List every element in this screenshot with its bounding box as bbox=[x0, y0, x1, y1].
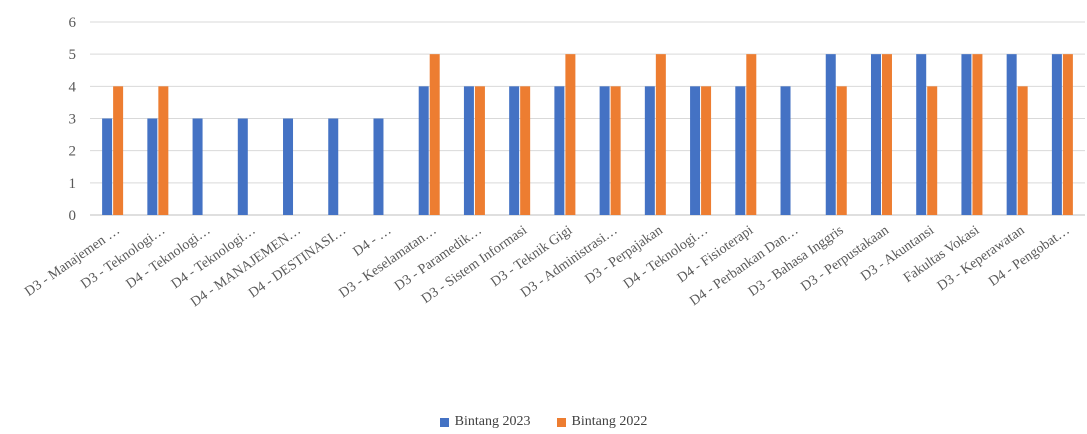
bar-series-1 bbox=[701, 86, 712, 215]
bar-series-1 bbox=[927, 86, 938, 215]
bar-series-0 bbox=[147, 118, 158, 215]
bar-series-1 bbox=[1017, 86, 1028, 215]
bar-series-0 bbox=[780, 86, 791, 215]
y-tick-label: 6 bbox=[69, 15, 77, 31]
bar-series-1 bbox=[655, 54, 666, 215]
y-tick-label: 2 bbox=[69, 144, 77, 160]
legend-item-series-0: Bintang 2023 bbox=[439, 414, 531, 430]
bar-series-0 bbox=[1006, 54, 1017, 215]
bar-series-0 bbox=[599, 86, 610, 215]
legend-label-series-0: Bintang 2023 bbox=[454, 414, 531, 429]
x-tick-label: D4 - Pengobat… bbox=[986, 223, 1072, 290]
bar-series-0 bbox=[328, 118, 339, 215]
bar-series-1 bbox=[610, 86, 621, 215]
bar-series-0 bbox=[916, 54, 927, 215]
bar-series-1 bbox=[836, 86, 847, 215]
bar-series-1 bbox=[881, 54, 892, 215]
y-tick-label: 1 bbox=[69, 176, 77, 192]
y-tick-label: 5 bbox=[69, 47, 77, 63]
bar-series-1 bbox=[520, 86, 531, 215]
bar-series-0 bbox=[102, 118, 113, 215]
gridlines bbox=[90, 21, 1085, 216]
y-tick-label: 0 bbox=[69, 208, 77, 224]
legend-swatch-series-0 bbox=[439, 417, 449, 427]
bar-series-0 bbox=[373, 118, 384, 215]
legend-swatch-series-1 bbox=[556, 417, 566, 427]
bar-series-0 bbox=[735, 86, 746, 215]
y-tick-label: 3 bbox=[69, 112, 77, 128]
bar-series-0 bbox=[418, 86, 429, 215]
legend: Bintang 2023 Bintang 2022 bbox=[0, 412, 1087, 432]
legend-label-series-1: Bintang 2022 bbox=[571, 414, 648, 429]
bar-series-0 bbox=[192, 118, 203, 215]
bar-series-0 bbox=[690, 86, 701, 215]
bar-series-1 bbox=[565, 54, 576, 215]
bar-series-1 bbox=[746, 54, 757, 215]
bar-series-0 bbox=[1051, 54, 1062, 215]
bar-series-0 bbox=[283, 118, 294, 215]
legend-item-series-1: Bintang 2022 bbox=[556, 414, 648, 430]
bar-series-1 bbox=[113, 86, 124, 215]
y-axis-ticks: 0 1 2 3 4 5 6 bbox=[69, 15, 77, 224]
bar-series-1 bbox=[158, 86, 169, 215]
bar-series-0 bbox=[870, 54, 881, 215]
bar-series-1 bbox=[429, 54, 440, 215]
x-axis-ticks: D3 - Manajemen …D3 - Teknologi…D4 - Tekn… bbox=[22, 223, 1072, 310]
bars bbox=[102, 54, 1073, 215]
bar-series-0 bbox=[825, 54, 836, 215]
bar-series-0 bbox=[509, 86, 520, 215]
bar-series-1 bbox=[474, 86, 485, 215]
chart-svg: 0 1 2 3 4 5 6 D3 - Manajemen …D3 - Teknologi…D… bbox=[22, 15, 1085, 310]
bar-series-0 bbox=[644, 86, 655, 215]
bar-series-0 bbox=[237, 118, 248, 215]
bar-series-0 bbox=[554, 86, 565, 215]
bar-series-0 bbox=[961, 54, 972, 215]
bar-series-1 bbox=[972, 54, 983, 215]
bar-series-1 bbox=[1062, 54, 1073, 215]
bar-series-0 bbox=[463, 86, 474, 215]
y-tick-label: 4 bbox=[69, 79, 77, 95]
